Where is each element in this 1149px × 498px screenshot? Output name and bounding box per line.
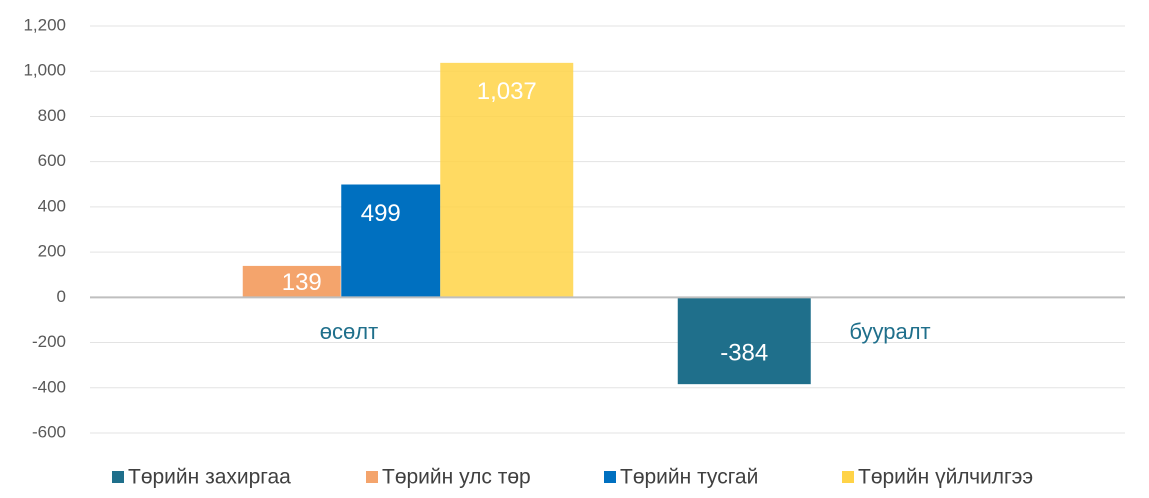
y-tick-label: 1,000	[23, 61, 66, 80]
x-tick-label: өсөлт	[320, 319, 378, 344]
y-tick-label: -200	[32, 332, 66, 351]
y-tick-label: -400	[32, 377, 66, 396]
x-tick-label: бууралт	[849, 319, 930, 344]
y-tick-label: 600	[38, 151, 66, 170]
y-tick-label: 400	[38, 196, 66, 215]
bar	[242, 265, 341, 298]
data-label: 499	[361, 200, 401, 227]
legend-label: Төрийн захиргаа	[128, 466, 291, 489]
data-label: 139	[282, 269, 322, 296]
y-tick-label: 200	[38, 242, 66, 261]
y-tick-label: -600	[32, 422, 66, 441]
legend-label: Төрийн тусгай	[620, 466, 758, 489]
legend-swatch	[604, 471, 616, 483]
bar	[341, 184, 441, 298]
y-tick-label: 0	[57, 287, 66, 306]
bar	[440, 62, 574, 298]
legend-swatch	[112, 471, 124, 483]
legend-label: Төрийн улс төр	[382, 466, 531, 489]
y-tick-label: 800	[38, 106, 66, 125]
legend-swatch	[842, 471, 854, 483]
data-label: 1,037	[477, 78, 537, 105]
legend-label: Төрийн үйлчилгээ	[858, 466, 1033, 489]
y-tick-label: 1,200	[23, 15, 66, 34]
legend-swatch	[366, 471, 378, 483]
bar	[677, 297, 811, 385]
data-label: -384	[720, 340, 768, 367]
